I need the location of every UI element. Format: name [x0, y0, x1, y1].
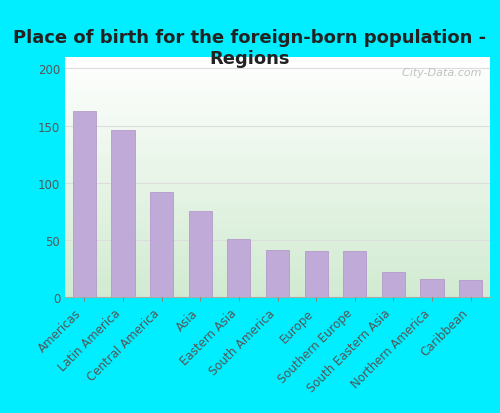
Bar [188, 212, 212, 297]
Bar [72, 112, 96, 297]
Bar [382, 272, 405, 297]
Bar [112, 131, 134, 297]
Bar [150, 192, 173, 297]
Bar [228, 239, 250, 297]
Bar [266, 251, 289, 297]
Bar [459, 280, 482, 297]
Bar [304, 252, 328, 297]
Bar [420, 279, 444, 297]
Bar [343, 252, 366, 297]
Text: City-Data.com: City-Data.com [395, 67, 482, 77]
Text: Place of birth for the foreign-born population -
Regions: Place of birth for the foreign-born popu… [14, 29, 486, 68]
